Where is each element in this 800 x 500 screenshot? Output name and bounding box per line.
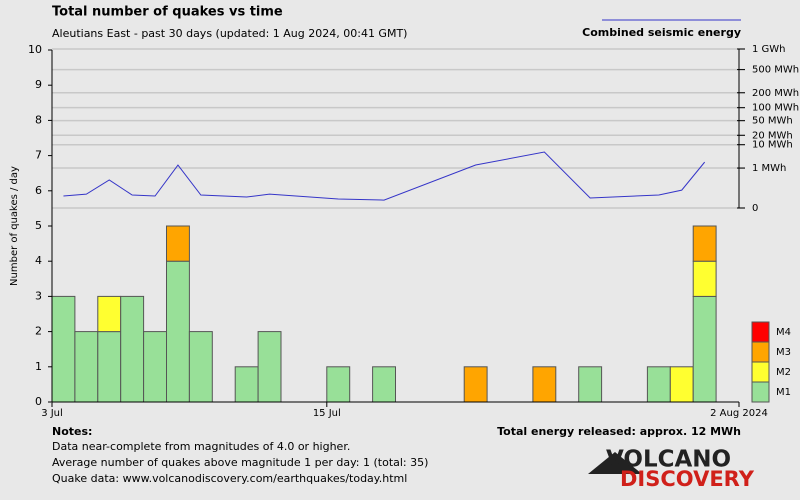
y2-tick-label: 20 MWh <box>752 130 793 141</box>
bar-segment <box>326 366 351 403</box>
y-tick-label: 4 <box>35 254 42 267</box>
bar-segment <box>97 331 122 403</box>
y-tick-label: 6 <box>35 184 42 197</box>
y-tick-label: 9 <box>35 78 42 91</box>
x-tick-label: 3 Jul <box>41 408 63 419</box>
logo-icon <box>588 452 642 474</box>
bar-segment <box>692 260 717 297</box>
bar-segment <box>532 366 557 403</box>
legend-label: M3 <box>776 347 791 358</box>
bar-segment <box>74 331 99 403</box>
y-tick-label: 2 <box>35 325 42 338</box>
bar-segment <box>188 331 213 403</box>
bar-segment <box>669 366 694 403</box>
chart-subtitle: Aleutians East - past 30 days (updated: … <box>52 27 407 40</box>
y-tick-label: 5 <box>35 219 42 232</box>
bar-segment <box>692 295 717 403</box>
note-line: Average number of quakes above magnitude… <box>52 456 428 469</box>
chart-title: Total number of quakes vs time <box>52 5 283 20</box>
legend-swatch <box>751 381 770 403</box>
bar-segment <box>143 331 168 403</box>
bar-segment <box>692 225 717 262</box>
y2-tick-label: 50 MWh <box>752 116 793 127</box>
bar-segment <box>51 295 76 403</box>
note-line: Data near-complete from magnitudes of 4.… <box>52 440 350 453</box>
bar-segment <box>646 366 671 403</box>
bar-segment <box>166 260 190 403</box>
legend-swatch <box>751 321 770 343</box>
y-tick-label: 0 <box>35 395 42 408</box>
bar-segment <box>166 225 190 262</box>
bar-segment <box>120 295 145 403</box>
notes-heading: Notes: <box>52 425 92 438</box>
legend-label: Combined seismic energy <box>582 26 741 39</box>
y-axis-label: Number of quakes / day <box>9 166 20 286</box>
legend-swatch <box>751 341 770 363</box>
y2-tick-label: 0 <box>752 203 758 214</box>
legend-label: M2 <box>776 367 791 378</box>
bar-segment <box>97 295 122 333</box>
energy-line <box>63 151 706 201</box>
bar-segment <box>257 331 282 403</box>
y2-tick-label: 100 MWh <box>752 103 799 114</box>
y-tick-label: 7 <box>35 149 42 162</box>
legend-label: M4 <box>776 327 791 338</box>
note-line: Quake data: www.volcanodiscovery.com/ear… <box>52 472 407 485</box>
bar-segment <box>234 366 259 403</box>
y2-tick-label: 1 GWh <box>752 44 786 55</box>
legend-swatch <box>751 361 770 383</box>
logo-top: VOLCANO <box>606 447 731 473</box>
y-tick-label: 10 <box>28 43 42 56</box>
legend-label: M1 <box>776 387 791 398</box>
y-tick-label: 8 <box>35 113 42 126</box>
y2-tick-label: 500 MWh <box>752 65 799 76</box>
total-energy: Total energy released: approx. 12 MWh <box>497 425 741 438</box>
bar-segment <box>372 366 397 403</box>
y2-tick-label: 10 MWh <box>752 140 793 151</box>
x-tick-label: 15 Jul <box>313 408 341 419</box>
y2-tick-label: 1 MWh <box>752 163 786 174</box>
bar-segment <box>463 366 488 403</box>
y2-tick-label: 200 MWh <box>752 88 799 99</box>
x-tick-label: 2 Aug 2024 <box>710 408 768 419</box>
y-tick-label: 1 <box>35 360 42 373</box>
logo-bottom: DISCOVERY <box>620 467 755 491</box>
bar-segment <box>578 366 603 403</box>
y-tick-label: 3 <box>35 289 42 302</box>
